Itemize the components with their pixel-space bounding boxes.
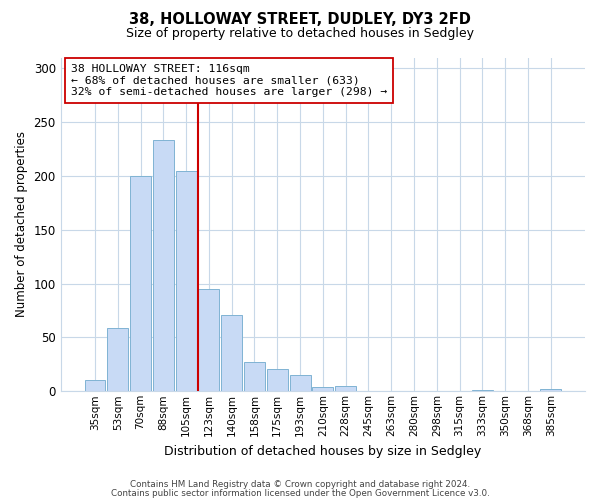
Bar bbox=[290, 375, 311, 392]
Bar bbox=[540, 389, 561, 392]
Bar bbox=[221, 315, 242, 392]
Bar bbox=[472, 390, 493, 392]
X-axis label: Distribution of detached houses by size in Sedgley: Distribution of detached houses by size … bbox=[164, 444, 481, 458]
Text: Size of property relative to detached houses in Sedgley: Size of property relative to detached ho… bbox=[126, 28, 474, 40]
Bar bbox=[153, 140, 174, 392]
Bar bbox=[176, 170, 197, 392]
Bar bbox=[267, 368, 288, 392]
Bar bbox=[244, 362, 265, 392]
Text: Contains HM Land Registry data © Crown copyright and database right 2024.: Contains HM Land Registry data © Crown c… bbox=[130, 480, 470, 489]
Text: Contains public sector information licensed under the Open Government Licence v3: Contains public sector information licen… bbox=[110, 488, 490, 498]
Bar bbox=[107, 328, 128, 392]
Bar bbox=[199, 289, 220, 392]
Text: 38, HOLLOWAY STREET, DUDLEY, DY3 2FD: 38, HOLLOWAY STREET, DUDLEY, DY3 2FD bbox=[129, 12, 471, 28]
Y-axis label: Number of detached properties: Number of detached properties bbox=[15, 132, 28, 318]
Bar bbox=[335, 386, 356, 392]
Bar bbox=[130, 176, 151, 392]
Bar bbox=[313, 387, 334, 392]
Bar bbox=[85, 380, 106, 392]
Text: 38 HOLLOWAY STREET: 116sqm
← 68% of detached houses are smaller (633)
32% of sem: 38 HOLLOWAY STREET: 116sqm ← 68% of deta… bbox=[71, 64, 388, 98]
